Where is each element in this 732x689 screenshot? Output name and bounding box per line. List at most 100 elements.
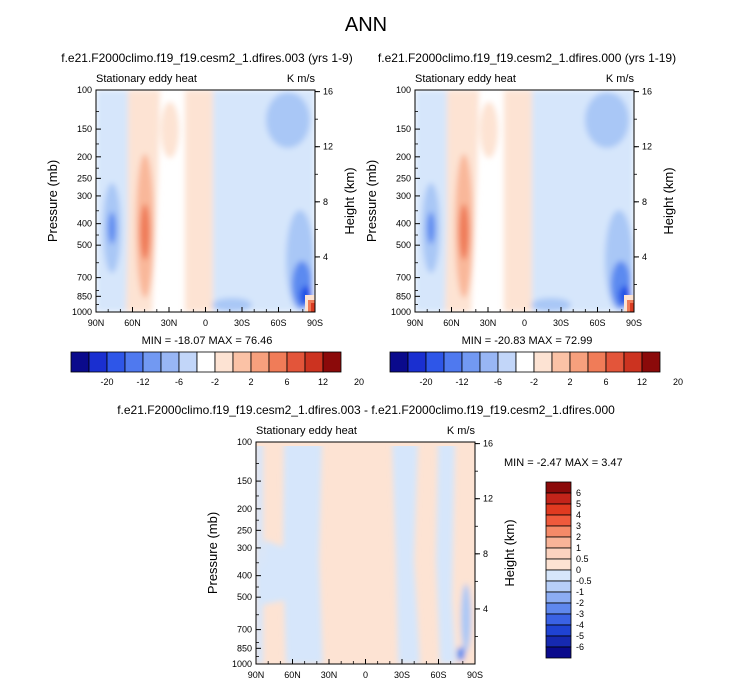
colorbar-label: -1 <box>576 587 584 597</box>
colorbar-box <box>142 351 162 373</box>
y-tick-label: 200 <box>396 152 411 162</box>
y2-tick-label: 4 <box>642 252 647 262</box>
panel-1-right-label: K m/s <box>287 73 316 85</box>
panel-2-colorbar: -20 -12 -6 -2 2 6 12 20 <box>389 351 683 387</box>
colorbar-label: -2 <box>211 377 219 387</box>
y-tick-label: 250 <box>237 525 252 535</box>
panel-2-right-label: K m/s <box>606 73 635 85</box>
colorbar-label: -0.5 <box>576 576 592 586</box>
x-tick-label: 0 <box>522 318 527 328</box>
colorbar-label: 0 <box>576 565 581 575</box>
x-tick-label: 30N <box>321 670 338 680</box>
panel-3-y2label: Height (km) <box>502 519 517 586</box>
colorbar-box <box>545 547 572 560</box>
x-tick-label: 90S <box>467 670 483 680</box>
colorbar-label: 20 <box>354 377 364 387</box>
x-tick-label: 30N <box>161 318 178 328</box>
y2-tick-label: 12 <box>323 142 333 152</box>
panel-3: f.e21.F2000climo.f19_f19.cesm2_1.dfires.… <box>117 403 622 680</box>
colorbar-label: 12 <box>637 377 647 387</box>
colorbar-box <box>545 503 572 516</box>
x-tick-label: 90N <box>248 670 265 680</box>
y-tick-label: 250 <box>77 173 92 183</box>
panel-2-ylabel: Pressure (mb) <box>364 160 379 242</box>
colorbar-box <box>106 351 126 373</box>
panel-3-contour-field <box>256 442 475 664</box>
y-tick-label: 850 <box>396 291 411 301</box>
panel-2-y2label: Height (km) <box>661 167 676 234</box>
x-tick-label: 90S <box>307 318 323 328</box>
panel-3-axes: 100 150 200 250 300 400 500 700 850 1000 16 12 8 4 90N… <box>232 437 493 680</box>
panel-1-colorbar: -20 -12 -6 -2 2 6 12 20 <box>70 351 364 387</box>
panel-2-stats: MIN = -20.83 MAX = 72.99 <box>462 335 593 347</box>
panel-2-axes: 100 150 200 250 300 400 500 700 850 1000 16 12 8 4 90N… <box>391 85 652 328</box>
colorbar-box <box>641 351 661 373</box>
x-tick-label: 90S <box>626 318 642 328</box>
y2-tick-label: 16 <box>323 87 333 97</box>
y-tick-label: 700 <box>396 273 411 283</box>
colorbar-box <box>533 351 553 373</box>
colorbar-label: 2 <box>567 377 572 387</box>
colorbar-label: 2 <box>248 377 253 387</box>
colorbar-label: -5 <box>576 631 584 641</box>
y-tick-label: 300 <box>77 191 92 201</box>
x-tick-label: 60N <box>443 318 460 328</box>
colorbar-label: 20 <box>673 377 683 387</box>
colorbar-box <box>545 481 572 494</box>
panel-3-right-label: K m/s <box>447 425 476 437</box>
colorbar-label: -2 <box>576 598 584 608</box>
panel-3-stats: MIN = -2.47 MAX = 3.47 <box>504 457 623 469</box>
panel-1-axes: 100 150 200 250 300 400 500 700 850 1000 16 12 8 4 90N… <box>72 85 333 328</box>
y-tick-label: 100 <box>77 85 92 95</box>
y2-tick-label: 8 <box>323 197 328 207</box>
panel-1-stats: MIN = -18.07 MAX = 76.46 <box>142 335 273 347</box>
y2-tick-label: 4 <box>323 252 328 262</box>
colorbar-label: 0.5 <box>576 554 589 564</box>
x-tick-label: 60S <box>589 318 605 328</box>
colorbar-box <box>545 569 572 582</box>
x-tick-label: 90N <box>88 318 105 328</box>
colorbar-label: -4 <box>576 620 584 630</box>
colorbar-label: -2 <box>530 377 538 387</box>
colorbar-label: -20 <box>419 377 432 387</box>
y-tick-label: 400 <box>237 571 252 581</box>
colorbar-box <box>232 351 252 373</box>
panel-1-ylabel: Pressure (mb) <box>45 160 60 242</box>
panel-3-ylabel: Pressure (mb) <box>205 512 220 594</box>
colorbar-label: 4 <box>576 510 581 520</box>
panel-3-title: f.e21.F2000climo.f19_f19.cesm2_1.dfires.… <box>117 403 615 417</box>
x-tick-label: 30N <box>480 318 497 328</box>
colorbar-box <box>407 351 427 373</box>
y2-tick-label: 16 <box>483 439 493 449</box>
panel-1: f.e21.F2000climo.f19_f19.cesm2_1.dfires.… <box>45 51 364 387</box>
colorbar-box <box>545 624 572 637</box>
y2-tick-label: 16 <box>642 87 652 97</box>
colorbar-box <box>545 558 572 571</box>
panel-1-contour-field <box>96 90 315 312</box>
colorbar-box <box>389 351 409 373</box>
page-title: ANN <box>344 14 388 36</box>
colorbar-label: 3 <box>576 521 581 531</box>
colorbar-box <box>160 351 180 373</box>
colorbar-box <box>551 351 571 373</box>
colorbar-box <box>268 351 288 373</box>
colorbar-box <box>479 351 499 373</box>
y-tick-label: 150 <box>396 124 411 134</box>
colorbar-label: -3 <box>576 609 584 619</box>
colorbar-box <box>605 351 625 373</box>
colorbar-box <box>545 536 572 549</box>
panel-2: f.e21.F2000climo.f19_f19.cesm2_1.dfires.… <box>364 51 683 387</box>
y2-tick-label: 4 <box>483 604 488 614</box>
y-tick-label: 150 <box>237 476 252 486</box>
colorbar-box <box>214 351 234 373</box>
panel-2-contour-field <box>415 90 634 312</box>
colorbar-label: -12 <box>136 377 149 387</box>
colorbar-box <box>443 351 463 373</box>
colorbar-label: 12 <box>318 377 328 387</box>
y-tick-label: 100 <box>396 85 411 95</box>
panel-2-title: f.e21.F2000climo.f19_f19.cesm2_1.dfires.… <box>378 51 676 65</box>
y-tick-label: 700 <box>77 273 92 283</box>
colorbar-box <box>304 351 324 373</box>
colorbar-label: -6 <box>494 377 502 387</box>
